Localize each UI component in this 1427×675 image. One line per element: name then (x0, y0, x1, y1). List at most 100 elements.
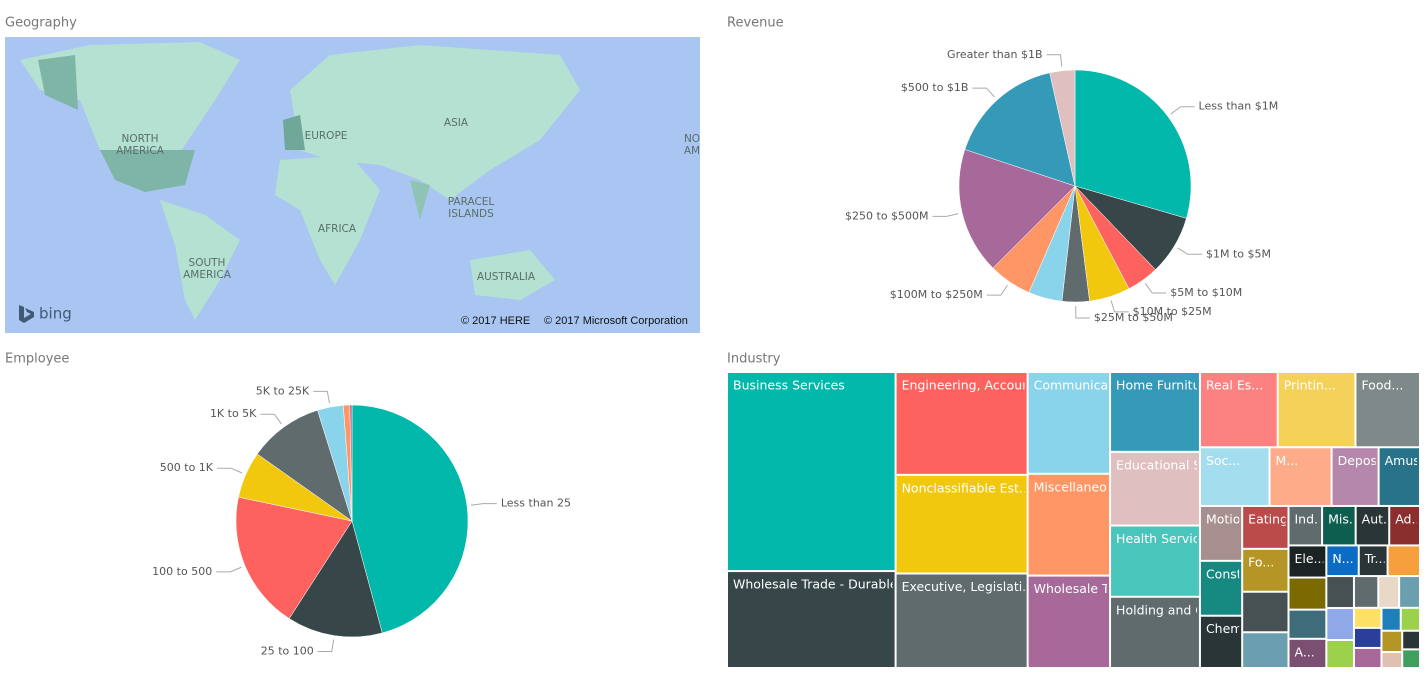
treemap-cell (1200, 561, 1242, 615)
slice-label: Greater than $1B (947, 48, 1042, 61)
leader-line (1075, 305, 1090, 319)
treemap-cell (1200, 506, 1242, 560)
treemap-cell (1327, 609, 1353, 640)
treemap-cell (1400, 577, 1419, 607)
slice-label: $250 to $500M (845, 209, 929, 222)
leader-line (972, 87, 995, 98)
cell-label: Chemic... (1206, 621, 1265, 636)
treemap-cell (1289, 639, 1326, 667)
leader-line (1177, 247, 1202, 255)
slice-label: 100 to 500 (152, 565, 212, 578)
cell-label: Food... (1361, 378, 1403, 393)
cell-label: Ad... (1395, 511, 1423, 526)
cell-label: Aut... (1362, 511, 1395, 526)
cell-label: Holding and O... (1116, 602, 1217, 617)
map-label: PARACEL (448, 196, 495, 208)
treemap-cell (1243, 592, 1288, 632)
treemap-cell (728, 572, 895, 667)
map-label: EUROPE (305, 130, 348, 142)
map[interactable]: bing © 2017 HERE © 2017 Microsoft Corpor… (5, 37, 700, 333)
cell-label: Engineering, Accounting, Rese... (902, 378, 1105, 393)
treemap-cell (1379, 448, 1419, 505)
pie-slice (1049, 69, 1076, 187)
treemap-cell (1332, 448, 1378, 505)
slice-label: $500 to $1B (901, 81, 969, 94)
map-label: AMERICA (116, 145, 165, 157)
land (470, 250, 555, 300)
treemap-cell (1379, 577, 1399, 607)
cell-label: Health Services (1116, 531, 1214, 546)
treemap-cell (1289, 546, 1326, 577)
cell-label: A... (1295, 644, 1315, 659)
cell-label: Real Es... (1206, 378, 1263, 393)
treemap-cell (1111, 526, 1199, 596)
slice-label: 1K to 5K (210, 407, 257, 420)
cell-label: Motion... (1206, 511, 1260, 526)
treemap-cell (1200, 616, 1242, 667)
treemap-cell (1200, 448, 1269, 505)
treemap-cell (1111, 597, 1199, 667)
land-highlight (283, 115, 305, 150)
cell-label: Mis... (1328, 511, 1361, 526)
cell-label: Soc... (1206, 453, 1240, 468)
map-label: NO (684, 133, 700, 145)
slice-label: $10M to $25M (1133, 305, 1212, 318)
cell-label: Wholesale Tra... (1034, 581, 1133, 596)
treemap-cell (1200, 373, 1277, 447)
treemap-cell (1028, 576, 1110, 667)
cell-label: Wholesale Trade - Durable Go... (733, 577, 931, 592)
treemap-cell (1270, 448, 1331, 505)
bing-text: bing (39, 305, 72, 323)
treemap-cell (1388, 546, 1419, 576)
treemap-cell (1390, 506, 1419, 545)
pie-slice (256, 409, 353, 522)
treemap-cell (1289, 506, 1322, 545)
treemap-cell (1111, 373, 1199, 451)
treemap-cell (1278, 373, 1355, 447)
map-label: AUSTRALIA (477, 271, 536, 283)
slice-label: $1M to $5M (1206, 247, 1271, 260)
cell-label: Executive, Legislati... (902, 579, 1035, 594)
land (160, 200, 240, 320)
treemap-cell (1111, 452, 1199, 525)
treemap-cell (1359, 546, 1387, 576)
treemap-cell (896, 373, 1027, 474)
pie-slice (958, 149, 1076, 269)
leader-line (470, 503, 497, 506)
land-highlight (38, 55, 78, 110)
treemap-cell (1354, 648, 1381, 667)
attribution: © 2017 HERE (461, 315, 530, 327)
land (290, 45, 580, 200)
treemap-cell (896, 574, 1027, 667)
treemap-cell (1028, 373, 1110, 473)
cell-label: Fo... (1248, 554, 1274, 569)
slice-label: $100M to $250M (890, 288, 983, 301)
cell-label: Communications (1034, 378, 1139, 393)
map-label: NORTH (122, 133, 159, 145)
treemap-cell (1243, 506, 1288, 548)
pie-slice (349, 404, 353, 522)
pie-slice (351, 404, 469, 634)
cell-label: Business Services (733, 378, 845, 393)
leader-line (1046, 54, 1063, 67)
treemap-cell (1327, 577, 1353, 608)
leader-line (1170, 106, 1195, 115)
panel-title: Geography (5, 16, 77, 31)
cell-label: Nonclassifiable Est... (902, 480, 1031, 495)
map-label: AFRICA (318, 223, 357, 235)
map-label: AMERICA (183, 269, 232, 281)
slice-label: $5M to $10M (1170, 286, 1242, 299)
cell-label: Educational Se... (1116, 457, 1221, 472)
leader-line (216, 566, 242, 573)
leader-line (986, 284, 1008, 296)
land-highlight (100, 150, 195, 192)
attribution: © 2017 Microsoft Corporation (544, 315, 688, 327)
treemap-cell (1354, 577, 1378, 607)
cell-label: Tr... (1364, 551, 1387, 566)
slice-label: Less than $1M (1199, 100, 1279, 113)
panel-title: Industry (727, 352, 781, 367)
treemap-cell (896, 475, 1027, 573)
pie-slice (288, 520, 383, 638)
treemap-cell (1243, 633, 1288, 667)
